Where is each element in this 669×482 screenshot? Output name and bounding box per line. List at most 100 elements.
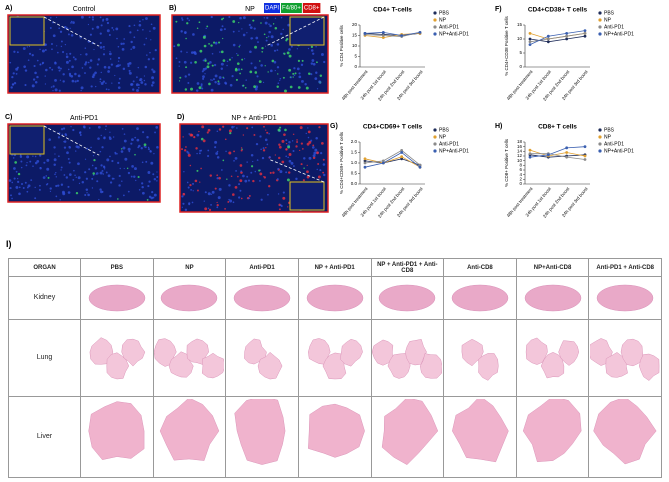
organ-label: Lung bbox=[8, 318, 81, 397]
cell bbox=[30, 179, 33, 181]
cell bbox=[86, 147, 89, 150]
cell bbox=[207, 207, 210, 210]
cell bbox=[303, 157, 306, 160]
cell bbox=[238, 196, 241, 199]
tissue-cell bbox=[443, 395, 517, 479]
cell bbox=[248, 23, 251, 27]
cell bbox=[20, 166, 23, 169]
cell bbox=[135, 179, 137, 182]
tissue-image bbox=[382, 398, 439, 465]
cell bbox=[128, 69, 131, 72]
cell bbox=[268, 132, 270, 135]
section-label: I) bbox=[6, 239, 12, 249]
tissue-cell bbox=[588, 318, 662, 397]
cell bbox=[307, 127, 309, 129]
tissue-image bbox=[161, 284, 218, 312]
cell bbox=[256, 159, 259, 161]
panel-label: F) bbox=[495, 6, 502, 13]
cell bbox=[42, 176, 46, 179]
cell bbox=[147, 171, 151, 174]
cell bbox=[224, 82, 228, 85]
cell bbox=[289, 85, 293, 89]
cell bbox=[322, 158, 325, 161]
cell bbox=[11, 75, 14, 79]
tissue-cell bbox=[588, 395, 662, 479]
cell bbox=[254, 45, 257, 49]
cell bbox=[246, 127, 249, 130]
series-line bbox=[364, 31, 421, 37]
cell bbox=[322, 163, 326, 166]
cell bbox=[269, 24, 272, 28]
cell bbox=[310, 45, 314, 49]
cell bbox=[101, 146, 104, 149]
cell bbox=[222, 17, 225, 20]
cell bbox=[216, 150, 219, 153]
cell bbox=[15, 185, 19, 189]
legend-label: Anti-PD1 bbox=[604, 141, 624, 147]
cell bbox=[225, 150, 227, 153]
cell bbox=[241, 28, 243, 30]
cell bbox=[216, 204, 219, 207]
cell bbox=[27, 59, 30, 61]
cell bbox=[101, 190, 104, 193]
cell bbox=[268, 23, 270, 25]
cell bbox=[29, 160, 32, 163]
cell bbox=[300, 63, 304, 67]
tissue bbox=[593, 398, 657, 465]
cell bbox=[299, 149, 301, 152]
cell bbox=[70, 126, 72, 128]
tissue-cell bbox=[297, 276, 372, 320]
legend-swatch bbox=[302, 3, 321, 13]
cell bbox=[220, 62, 224, 66]
cell bbox=[189, 133, 193, 137]
cell bbox=[259, 172, 263, 176]
cell bbox=[45, 175, 48, 177]
cell bbox=[255, 36, 259, 40]
tissue-image bbox=[233, 284, 291, 312]
tissue-cell bbox=[515, 276, 590, 320]
cell bbox=[44, 49, 47, 52]
data-point bbox=[546, 37, 550, 41]
cell bbox=[109, 131, 111, 133]
cell bbox=[264, 138, 268, 142]
cell bbox=[132, 80, 135, 83]
cell bbox=[189, 184, 192, 187]
cell bbox=[231, 57, 233, 59]
cell bbox=[250, 165, 254, 168]
cell bbox=[240, 68, 243, 71]
cell bbox=[321, 141, 324, 145]
cell bbox=[232, 193, 235, 196]
cell bbox=[52, 85, 55, 88]
cell bbox=[266, 16, 269, 20]
cell bbox=[80, 89, 82, 92]
cell bbox=[317, 175, 321, 179]
cell bbox=[200, 149, 203, 152]
cell bbox=[138, 144, 141, 148]
cell bbox=[12, 72, 15, 75]
cell bbox=[145, 37, 148, 40]
cell bbox=[65, 134, 68, 137]
tissue bbox=[524, 284, 581, 312]
cell bbox=[223, 28, 226, 31]
cell bbox=[177, 43, 180, 47]
cell bbox=[195, 89, 199, 92]
cell bbox=[100, 71, 102, 74]
cell bbox=[132, 88, 135, 91]
y-tick-label: 10 bbox=[352, 43, 358, 48]
cell bbox=[183, 171, 185, 173]
cell bbox=[58, 27, 61, 30]
cell bbox=[189, 164, 192, 167]
cell bbox=[178, 80, 181, 82]
cell bbox=[108, 52, 112, 56]
cell bbox=[305, 132, 307, 135]
cell bbox=[242, 84, 245, 87]
tissue bbox=[202, 352, 225, 378]
cell bbox=[117, 198, 119, 200]
cell bbox=[246, 175, 249, 178]
cell bbox=[187, 152, 190, 155]
cell bbox=[188, 19, 190, 22]
cell bbox=[16, 177, 19, 180]
cell bbox=[135, 83, 139, 87]
cell bbox=[250, 37, 253, 40]
cell bbox=[306, 170, 309, 174]
